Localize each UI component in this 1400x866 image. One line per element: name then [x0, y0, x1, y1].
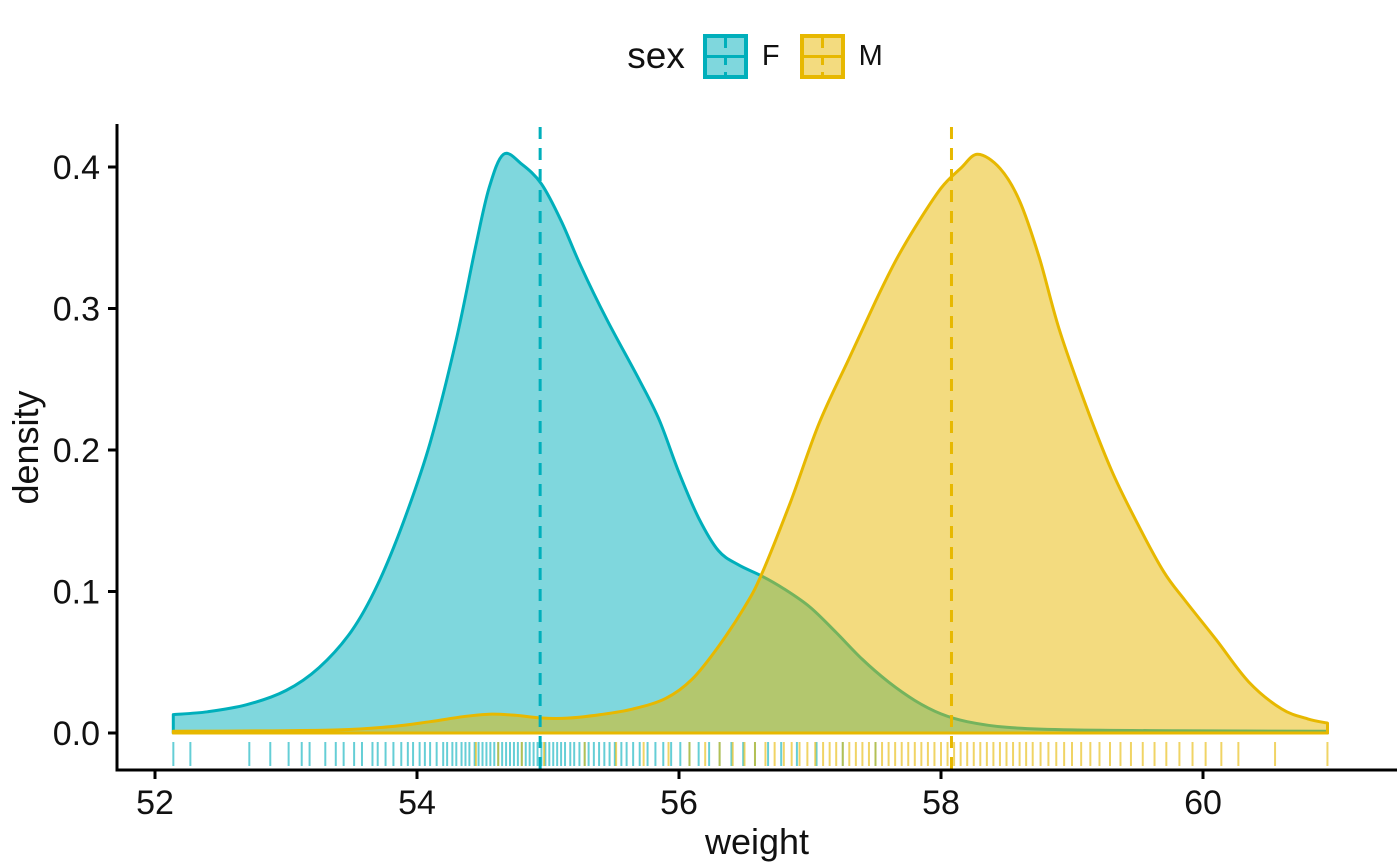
x-tick-label: 56 [660, 784, 698, 822]
x-tick-label: 52 [136, 784, 174, 822]
legend-label-M: M [858, 39, 883, 72]
y-tick-label: 0.2 [53, 432, 100, 470]
legend-item-F: F [702, 33, 780, 79]
y-tick-label: 0.4 [53, 149, 100, 187]
legend-title: sex [627, 35, 685, 76]
x-axis-title: weight [704, 821, 809, 862]
x-tick-label: 58 [922, 784, 960, 822]
y-tick-label: 0.1 [53, 574, 100, 612]
x-tick-label: 60 [1184, 784, 1222, 822]
legend-label-F: F [761, 39, 780, 72]
y-tick-label: 0.0 [53, 715, 100, 753]
density-area-M [171, 152, 1329, 735]
legend-key-M [799, 33, 845, 79]
legend-item-M: M [799, 33, 883, 79]
y-axis-title: density [5, 390, 46, 504]
x-tick-label: 54 [398, 784, 436, 822]
legend-key-F [702, 33, 748, 79]
y-tick-label: 0.3 [53, 291, 100, 329]
